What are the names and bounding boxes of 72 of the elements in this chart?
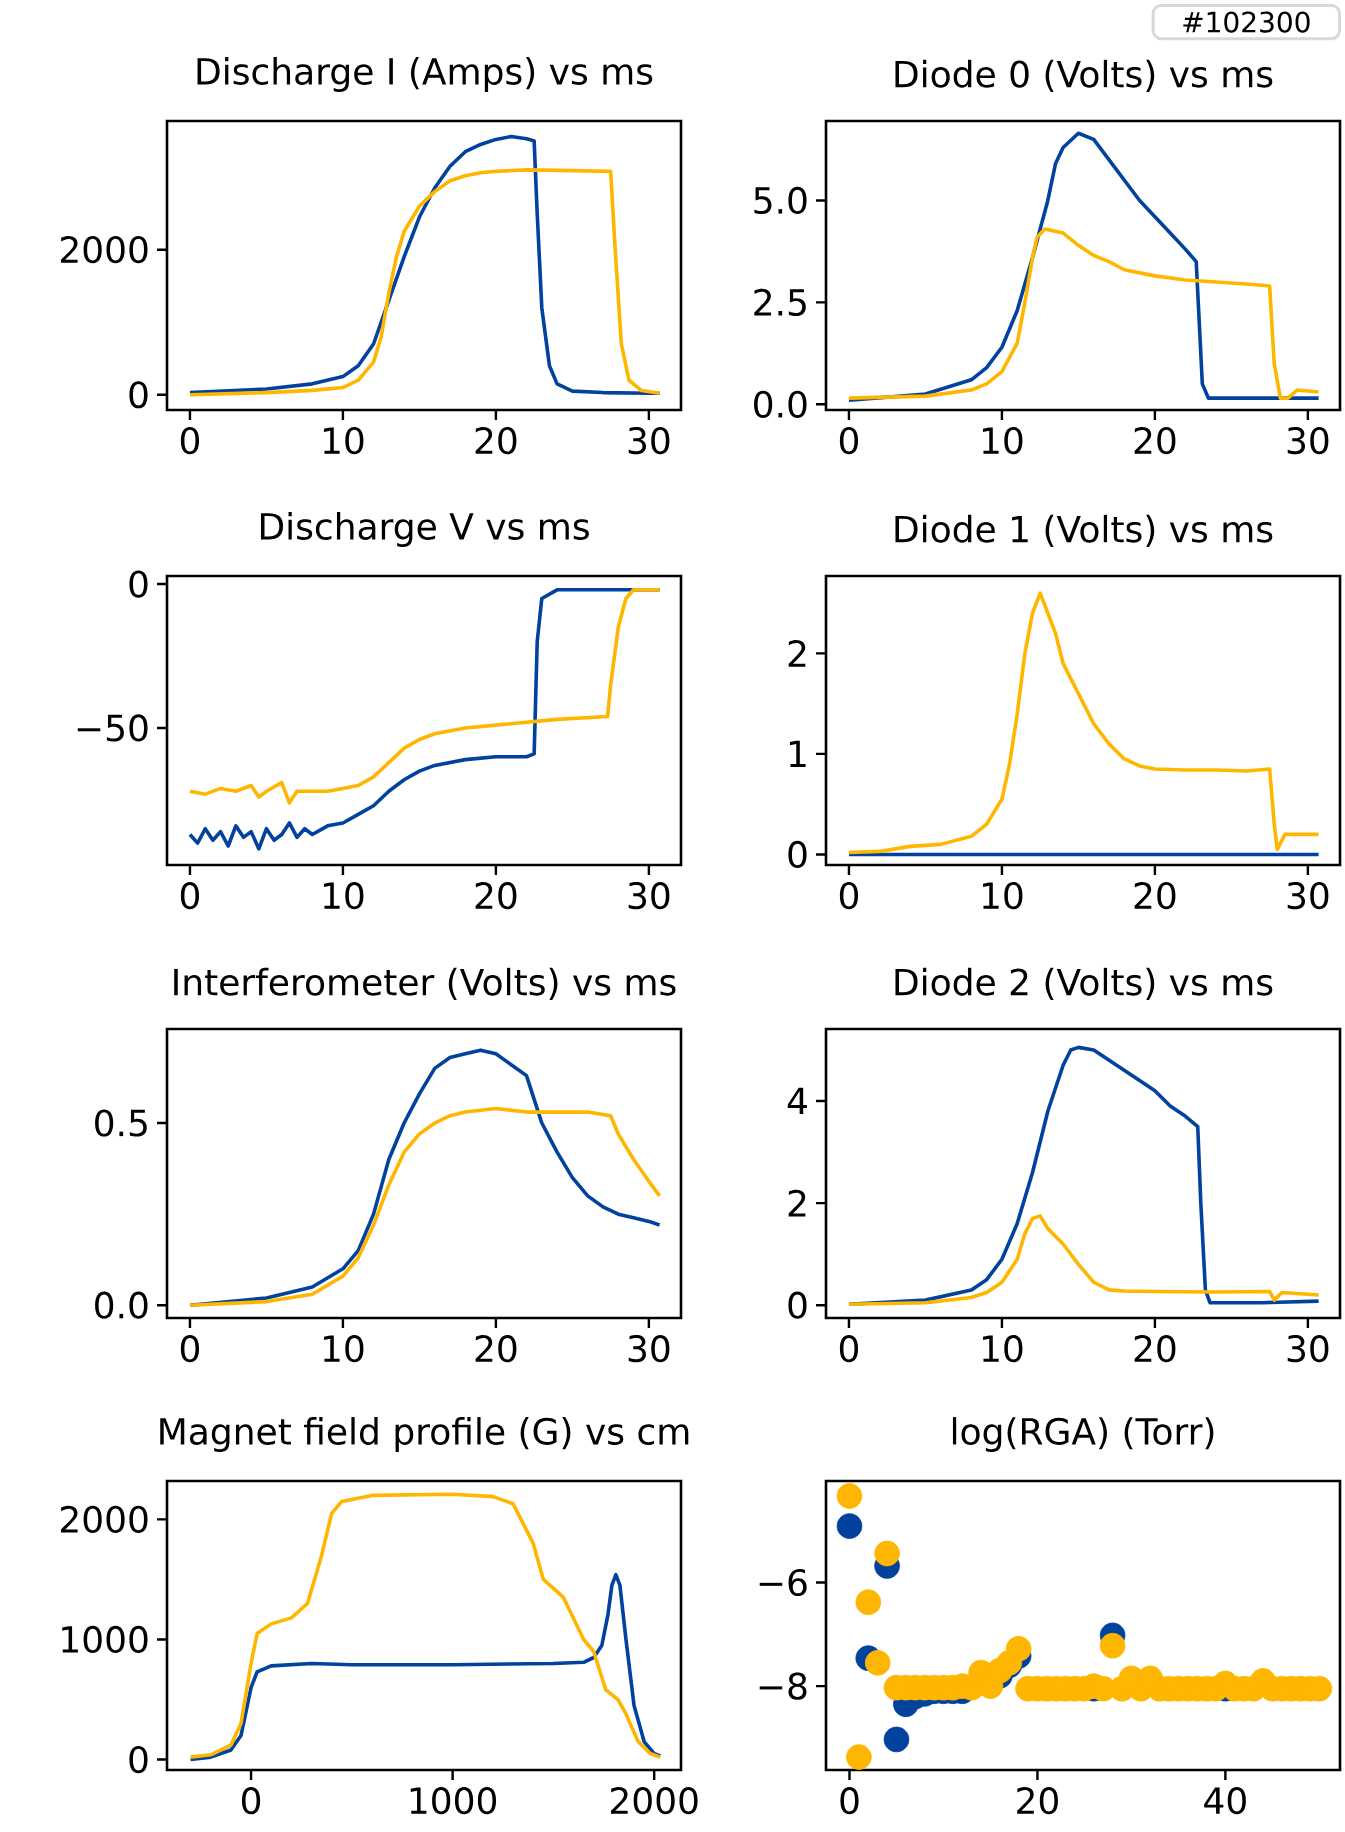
x-tick-label: 20 xyxy=(475,1335,517,1363)
y-tick-label: 0 xyxy=(129,570,148,598)
x-tick-label: 30 xyxy=(1287,427,1329,455)
x-tick-label: 0 xyxy=(241,1787,261,1815)
line-series xyxy=(188,1572,663,1762)
y-tick-label: 2.5 xyxy=(754,288,806,316)
x-tick-label: 20 xyxy=(1134,1335,1176,1363)
point xyxy=(1099,1632,1126,1659)
y-tick-label: 2000 xyxy=(60,1505,148,1534)
x-tick-label: 0 xyxy=(839,1335,859,1363)
x-tick-label: 0 xyxy=(839,427,859,455)
y-tick-label: 0 xyxy=(788,840,807,869)
x-tick-label: 20 xyxy=(1134,882,1176,910)
x-tick-label: 1000 xyxy=(410,1787,497,1815)
y-tick-label: 0 xyxy=(129,1745,148,1774)
y-tick-label: 0.0 xyxy=(95,1291,148,1319)
x-tick-label: 10 xyxy=(323,882,364,910)
chart-title: Interferometer (Volts) vs ms xyxy=(174,967,676,1000)
x-tick-label: 0 xyxy=(839,882,859,910)
chart-title: Diode 1 (Volts) vs ms xyxy=(895,514,1273,547)
y-tick-label: −6 xyxy=(759,1568,807,1597)
x-tick-label: 20 xyxy=(475,882,517,910)
chart-title: Discharge I (Amps) vs ms xyxy=(197,57,653,92)
y-tick-label: 1 xyxy=(789,740,806,768)
point xyxy=(874,1540,900,1567)
line-series xyxy=(188,1492,663,1759)
y-tick-label: 4 xyxy=(787,1087,807,1115)
line-series xyxy=(847,227,1321,400)
x-tick-label: 20 xyxy=(1017,1787,1058,1815)
x-tick-label: 20 xyxy=(1134,427,1176,455)
y-tick-label: −50 xyxy=(77,714,148,742)
y-tick-label: 0 xyxy=(129,381,148,409)
y-tick-label: 5.0 xyxy=(754,186,807,215)
point xyxy=(836,1483,863,1509)
text: #102300 xyxy=(1183,11,1310,33)
chart-title: Diode 2 (Volts) vs ms xyxy=(895,967,1273,1000)
y-tick-label: 1000 xyxy=(62,1625,148,1654)
x-tick-label: 30 xyxy=(1287,1335,1329,1363)
y-tick-label: 0.0 xyxy=(754,390,807,418)
x-tick-label: 30 xyxy=(628,427,670,455)
point xyxy=(846,1744,872,1770)
point xyxy=(883,1726,910,1753)
x-tick-label: 10 xyxy=(982,1335,1023,1363)
x-tick-label: 0 xyxy=(840,1787,859,1815)
y-tick-label: 0 xyxy=(788,1291,807,1319)
y-tick-label: −8 xyxy=(759,1672,807,1700)
y-tick-label: 2000 xyxy=(60,236,148,264)
y-tick-label: 2 xyxy=(788,1189,806,1217)
y-tick-label: 2 xyxy=(788,640,806,667)
x-tick-label: 30 xyxy=(628,1335,670,1363)
x-tick-label: 0 xyxy=(180,427,200,455)
x-tick-label: 10 xyxy=(982,427,1023,455)
point xyxy=(864,1649,891,1676)
x-tick-label: 30 xyxy=(1287,882,1329,910)
x-tick-label: 10 xyxy=(323,427,364,455)
x-tick-label: 30 xyxy=(628,882,670,910)
x-tick-label: 10 xyxy=(982,882,1023,910)
y-tick-label: 0.5 xyxy=(95,1109,147,1137)
point xyxy=(1005,1636,1032,1662)
chart-title: log(RGA) (Torr) xyxy=(952,1417,1214,1452)
line-series xyxy=(847,1214,1321,1306)
x-tick-label: 20 xyxy=(475,427,517,455)
x-tick-label: 10 xyxy=(323,1335,364,1363)
x-tick-label: 0 xyxy=(180,1335,200,1363)
chart-title: Discharge V vs ms xyxy=(260,512,589,547)
x-tick-label: 2000 xyxy=(611,1787,698,1815)
point xyxy=(836,1513,863,1539)
chart-title: Diode 0 (Volts) vs ms xyxy=(895,59,1273,92)
x-tick-label: 40 xyxy=(1204,1787,1246,1815)
point xyxy=(855,1589,882,1615)
chart-title: Magnet field profile (G) vs cm xyxy=(160,1417,689,1452)
x-tick-label: 0 xyxy=(180,882,200,910)
